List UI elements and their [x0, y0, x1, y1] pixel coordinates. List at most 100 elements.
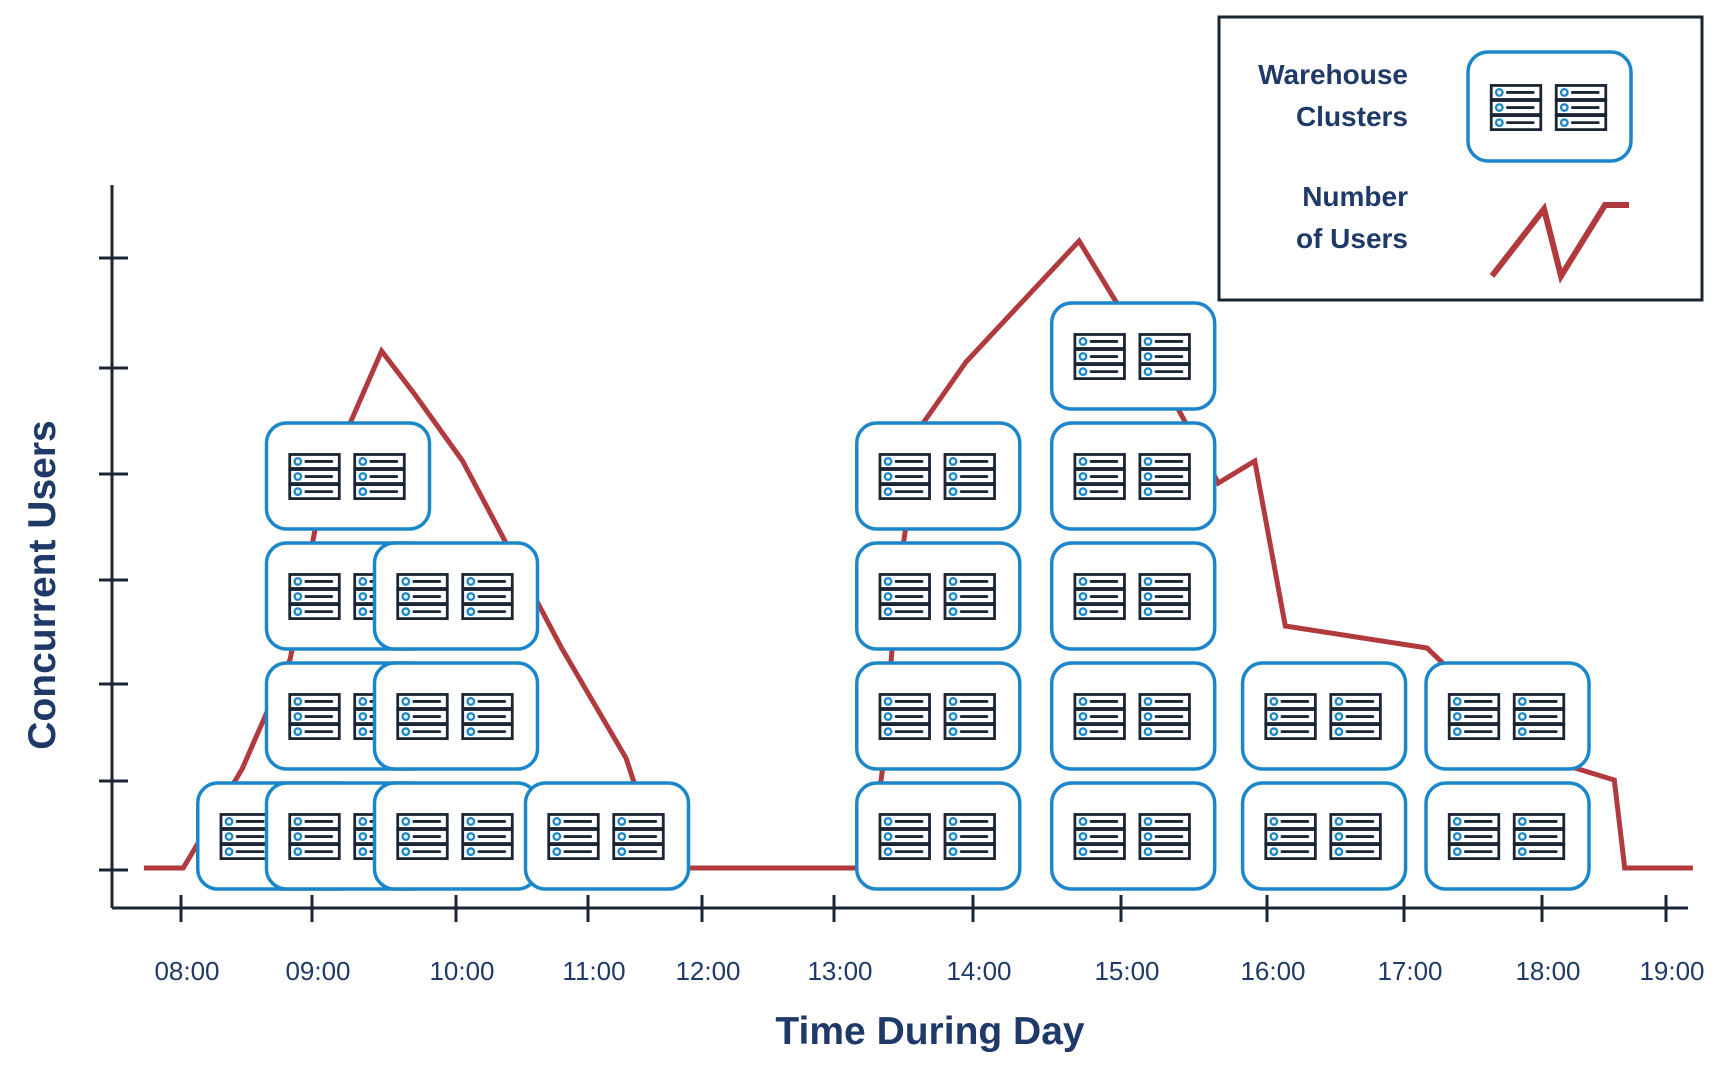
cluster-box — [1049, 301, 1217, 411]
server-icon — [1138, 812, 1191, 861]
server-icon — [288, 812, 341, 861]
warehouse-cluster — [855, 541, 1022, 651]
server-icon — [396, 572, 449, 621]
legend: Warehouse Clusters Number of Users — [1217, 15, 1704, 302]
x-tick-label: 18:00 — [1515, 956, 1580, 986]
server-icon — [1512, 692, 1566, 741]
server-icon — [1264, 692, 1317, 741]
warehouse-cluster — [855, 781, 1022, 891]
legend-cluster-symbol — [1466, 50, 1633, 163]
legend-label: Clusters — [1296, 101, 1408, 132]
warehouse-cluster — [372, 541, 540, 651]
server-icon — [288, 452, 341, 501]
cluster-box — [372, 661, 540, 771]
warehouse-cluster — [1424, 661, 1591, 771]
warehouse-cluster — [1049, 661, 1217, 771]
x-tick-label: 17:00 — [1377, 956, 1442, 986]
cluster-stack — [1240, 661, 1408, 891]
cluster-box — [1424, 781, 1591, 891]
server-icon — [1073, 692, 1126, 741]
cluster-box — [1240, 781, 1408, 891]
cluster-stack — [1049, 301, 1217, 891]
x-axis-title: Time During Day — [775, 1010, 1084, 1053]
x-tick-label: 10:00 — [429, 956, 494, 986]
legend-labels: Warehouse Clusters Number of Users — [1258, 59, 1408, 254]
server-icon — [943, 572, 997, 621]
cluster-stack — [523, 781, 691, 891]
cluster-box — [855, 541, 1022, 651]
cluster-box — [855, 421, 1022, 531]
server-icon — [1073, 332, 1126, 381]
server-icon — [878, 452, 932, 501]
legend-cluster-box — [1466, 50, 1633, 163]
server-icon — [1554, 83, 1608, 132]
server-icon — [288, 692, 341, 741]
cluster-box — [1424, 661, 1591, 771]
cluster-stack — [1424, 661, 1591, 891]
server-icon — [612, 812, 665, 861]
server-icon — [1329, 692, 1382, 741]
cluster-box — [855, 781, 1022, 891]
x-tick-label: 08:00 — [154, 956, 219, 986]
server-icon — [878, 812, 932, 861]
server-icon — [288, 572, 341, 621]
x-tick-label: 09:00 — [285, 956, 350, 986]
server-icon — [1329, 812, 1382, 861]
x-tick-label: 12:00 — [675, 956, 740, 986]
server-icon — [1138, 452, 1191, 501]
cluster-box — [1049, 421, 1217, 531]
x-tick-label: 14:00 — [946, 956, 1011, 986]
server-icon — [547, 812, 600, 861]
server-icon — [1138, 572, 1191, 621]
server-icon — [943, 452, 997, 501]
x-tick-label: 11:00 — [562, 956, 625, 986]
server-icon — [461, 572, 514, 621]
legend-label: of Users — [1296, 223, 1408, 254]
legend-line-symbol — [1489, 202, 1629, 284]
server-icon — [1073, 452, 1126, 501]
cluster-box — [1240, 661, 1408, 771]
server-icon — [1138, 332, 1191, 381]
axes: 08:00 09:00 10:00 11:00 12:00 13:00 14:00 15:00… — [99, 185, 1705, 986]
server-icon — [878, 692, 932, 741]
warehouse-cluster — [855, 421, 1022, 531]
cluster-box — [1049, 541, 1217, 651]
server-icon — [1489, 83, 1543, 132]
cluster-box — [1049, 661, 1217, 771]
cluster-stacks — [196, 301, 1591, 891]
cluster-box — [523, 781, 691, 891]
server-icon — [396, 692, 449, 741]
server-icon — [1512, 812, 1566, 861]
server-icon — [353, 452, 406, 501]
server-icon — [461, 692, 514, 741]
warehouse-cluster — [1424, 781, 1591, 891]
warehouse-cluster — [372, 781, 540, 891]
cluster-stack — [855, 421, 1022, 891]
server-icon — [1073, 812, 1126, 861]
x-tick-label: 19:00 — [1639, 956, 1704, 986]
server-icon — [878, 572, 932, 621]
server-icon — [943, 812, 997, 861]
server-icon — [943, 692, 997, 741]
server-icon — [1447, 812, 1501, 861]
server-icon — [461, 812, 514, 861]
cluster-box — [372, 541, 540, 651]
warehouse-cluster — [1240, 781, 1408, 891]
warehouse-cluster — [1049, 301, 1217, 411]
server-icon — [1264, 812, 1317, 861]
server-icon — [1073, 572, 1126, 621]
warehouse-cluster — [1049, 421, 1217, 531]
y-axis-title: Concurrent Users — [21, 420, 64, 749]
legend-label: Number — [1302, 181, 1408, 212]
server-icon — [219, 812, 273, 861]
x-tick-label: 13:00 — [807, 956, 872, 986]
warehouse-cluster — [1049, 781, 1217, 891]
warehouse-cluster — [855, 661, 1022, 771]
warehouse-cluster — [523, 781, 691, 891]
cluster-box — [1049, 781, 1217, 891]
warehouse-cluster — [1049, 541, 1217, 651]
x-tick-label: 15:00 — [1094, 956, 1159, 986]
cluster-box — [855, 661, 1022, 771]
